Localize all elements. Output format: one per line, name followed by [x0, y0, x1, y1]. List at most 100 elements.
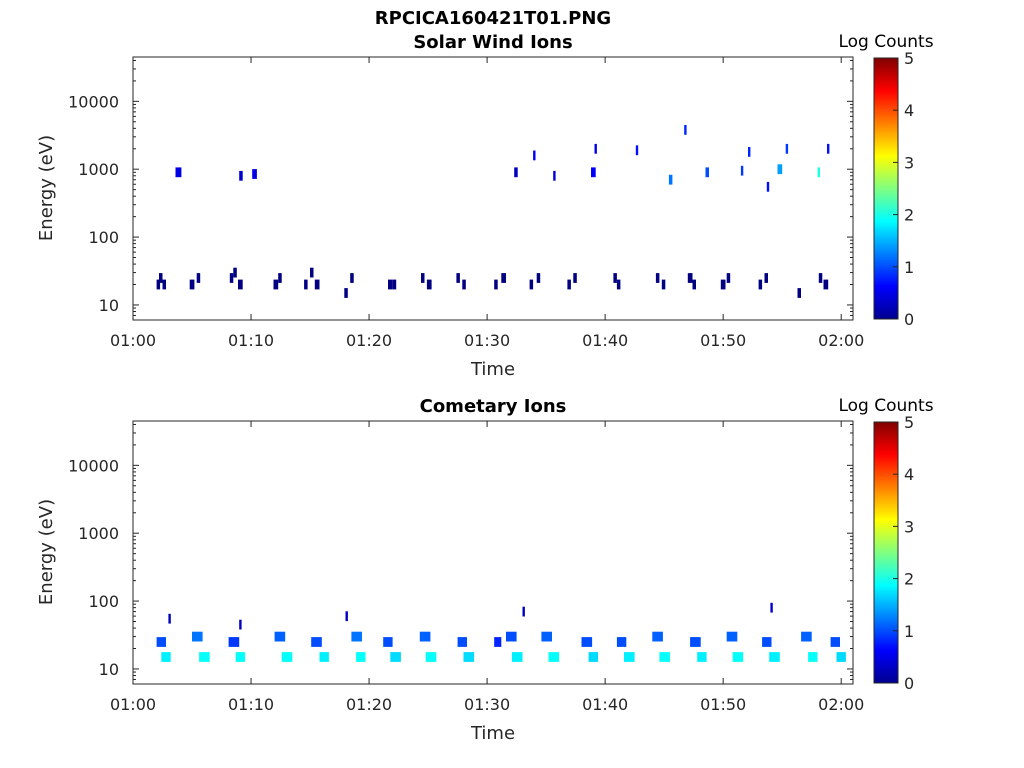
heatmap-cell [769, 652, 780, 662]
heatmap-cell [536, 273, 541, 283]
data-layer [156, 602, 846, 662]
heatmap-cell [511, 652, 523, 662]
y-ticks: 10 100 1000 10000 [68, 59, 853, 321]
heatmap-cell [692, 279, 696, 290]
heatmap-cell [748, 147, 751, 157]
heatmap-cell [314, 279, 320, 290]
heatmap-cell [690, 637, 701, 647]
y-tick-label: 10000 [68, 456, 119, 475]
heatmap-cell [463, 652, 475, 662]
y-axis-label: Energy (eV) [36, 135, 57, 241]
colorbar-tick-label: 1 [904, 622, 914, 641]
heatmap-cell [616, 279, 621, 290]
heatmap-cell [278, 273, 282, 283]
plot-frame [132, 56, 854, 321]
heatmap-cell [273, 279, 279, 290]
heatmap-cell [274, 631, 286, 642]
heatmap-cell [668, 174, 673, 185]
panel-title: Cometary Ions [420, 396, 567, 417]
heatmap-cell [541, 631, 552, 642]
x-tick-label: 01:40 [582, 331, 628, 350]
heatmap-cell [161, 652, 171, 662]
heatmap-cell [830, 637, 840, 647]
x-tick-label: 01:40 [582, 695, 628, 714]
heatmap-cell [655, 273, 660, 283]
heatmap-cell [456, 273, 460, 283]
x-axis-label: Time [470, 359, 515, 380]
heatmap-cell [168, 613, 171, 624]
heatmap-cell [229, 273, 234, 283]
heatmap-cell [252, 169, 257, 179]
heatmap-cell [350, 273, 354, 283]
heatmap-cell [573, 273, 577, 283]
heatmap-cell [797, 288, 801, 298]
heatmap-cell [228, 637, 240, 647]
x-tick-label: 01:10 [228, 331, 274, 350]
heatmap-cell [310, 267, 314, 278]
colorbar-title: Log Counts [838, 396, 933, 416]
heatmap-cell [740, 165, 744, 176]
heatmap-cell [553, 170, 556, 181]
heatmap-cell [345, 611, 348, 622]
x-ticks: 01:00 01:10 01:20 01:30 01:40 01:50 02:00 [110, 57, 864, 350]
heatmap-cell [196, 273, 201, 283]
heatmap-cell [419, 631, 431, 642]
heatmap-cell [199, 652, 210, 662]
x-tick-label: 02:00 [818, 331, 864, 350]
heatmap-cell [766, 181, 770, 192]
panel-cometary-ions: Cometary Ions 01:00 01:10 01:20 01:30 01:40 0… [36, 396, 934, 744]
colorbar-tick-label: 1 [904, 258, 914, 277]
x-axis-label: Time [470, 723, 515, 744]
heatmap-cell [156, 279, 161, 290]
heatmap-cell [392, 279, 397, 290]
x-tick-label: 01:50 [700, 695, 746, 714]
data-layer [156, 125, 830, 298]
heatmap-cell [239, 170, 243, 181]
colorbar-tick-label: 5 [904, 49, 914, 68]
heatmap-cell [319, 652, 329, 662]
heatmap-cell [189, 279, 195, 290]
plot-frame [132, 420, 854, 685]
heatmap-cell [235, 652, 246, 662]
x-tick-label: 01:20 [346, 695, 392, 714]
colorbar-tick-label: 2 [904, 570, 914, 589]
heatmap-cell [567, 279, 571, 290]
x-tick-label: 01:00 [110, 331, 156, 350]
heatmap-cell [233, 267, 237, 278]
heatmap-cell [684, 125, 687, 135]
y-ticks: 10 100 1000 10000 [68, 423, 853, 685]
colorbar-tick-label: 0 [904, 310, 914, 329]
heatmap-cell [785, 143, 789, 154]
heatmap-cell [514, 167, 518, 178]
heatmap-cell [827, 143, 830, 154]
heatmap-cell [661, 279, 666, 290]
colorbar-tick-label: 4 [904, 101, 914, 120]
y-tick-label: 10 [99, 296, 119, 315]
heatmap-cell [823, 279, 829, 290]
y-tick-label: 100 [88, 228, 119, 247]
heatmap-cell [777, 164, 783, 175]
x-tick-label: 01:20 [346, 331, 392, 350]
colorbar-tick-label: 0 [904, 674, 914, 693]
heatmap-cell [762, 637, 772, 647]
y-tick-label: 1000 [78, 524, 119, 543]
heatmap-cell [159, 273, 163, 283]
heatmap-cell [239, 619, 242, 630]
heatmap-cell [588, 652, 598, 662]
colorbar-title: Log Counts [838, 32, 933, 52]
heatmap-cell [594, 143, 597, 154]
heatmap-cell [697, 652, 707, 662]
y-axis-label: Energy (eV) [36, 499, 57, 605]
heatmap-cell [281, 652, 293, 662]
heatmap-cell [192, 631, 203, 642]
x-tick-label: 02:00 [818, 695, 864, 714]
x-tick-label: 01:30 [464, 331, 510, 350]
heatmap-cell [808, 652, 818, 662]
y-tick-label: 10000 [68, 92, 119, 111]
colorbar [873, 57, 899, 320]
heatmap-cell [311, 637, 322, 647]
heatmap-cell [616, 637, 627, 647]
heatmap-cell [652, 631, 663, 642]
heatmap-cell [732, 652, 744, 662]
